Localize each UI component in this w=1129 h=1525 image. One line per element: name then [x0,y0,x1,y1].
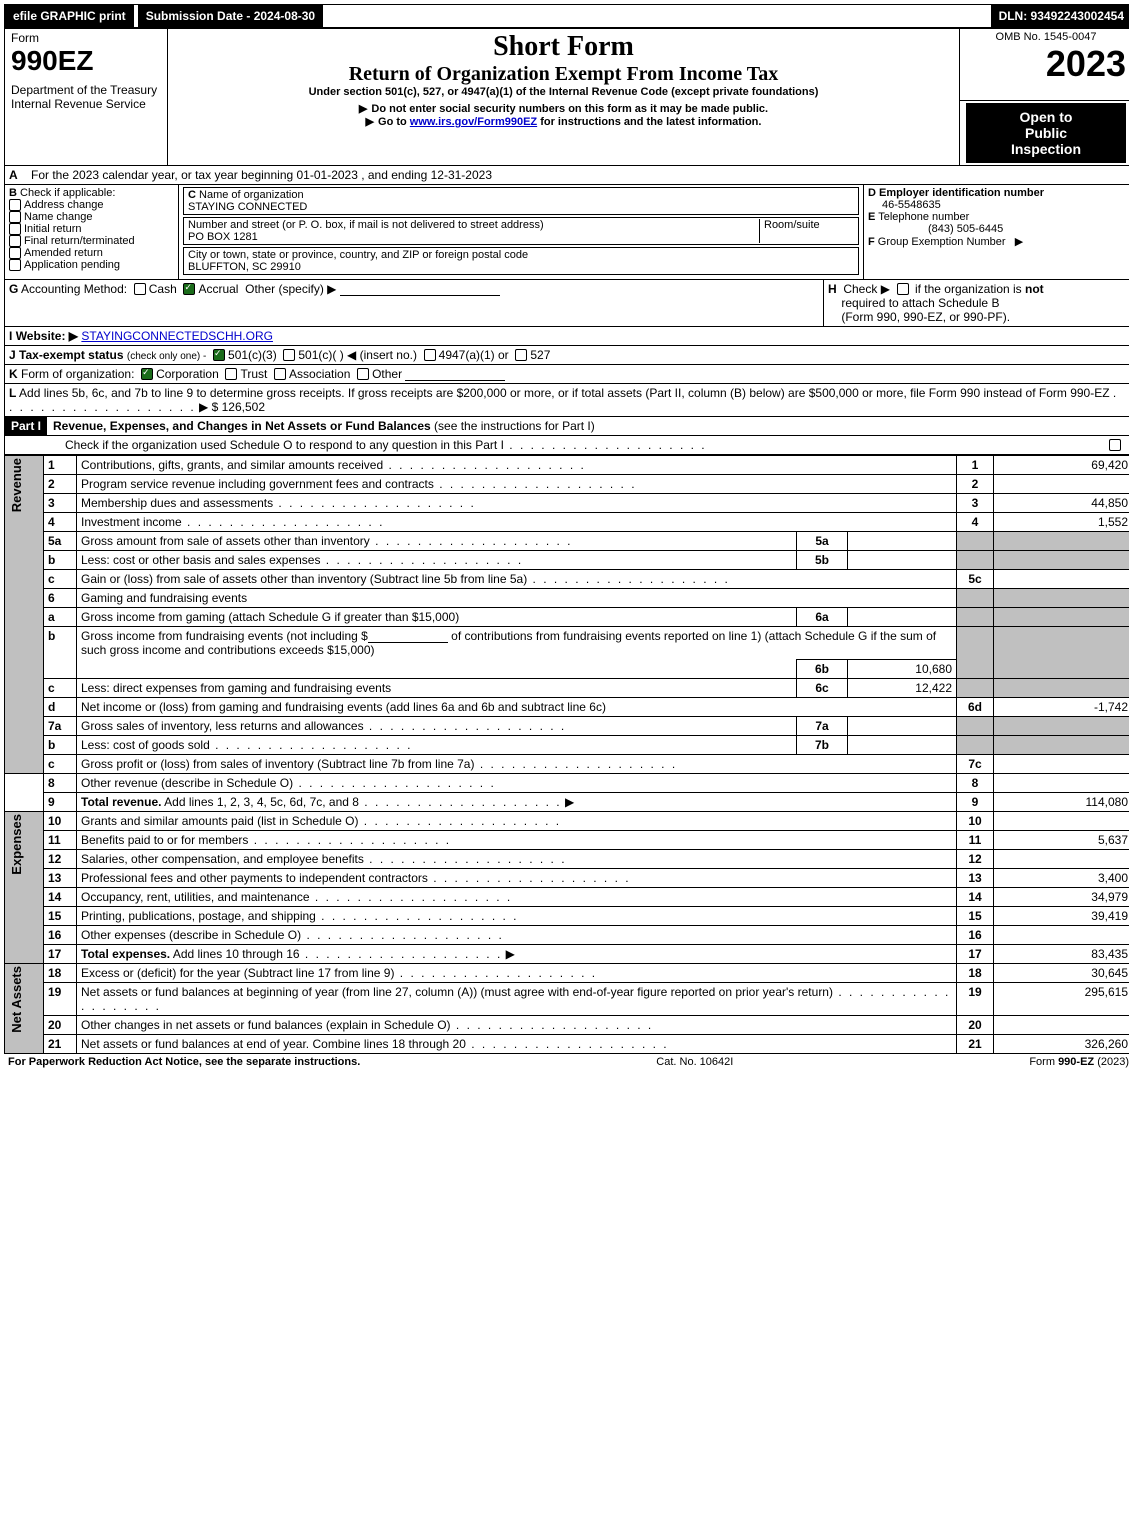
section-a-text: For the 2023 calendar year, or tax year … [27,166,496,184]
vlabel-revenue: Revenue [9,458,24,512]
checkbox-corporation[interactable] [141,368,153,380]
subtitle: Under section 501(c), 527, or 4947(a)(1)… [174,86,953,98]
ein-value: 46-5548635 [882,199,941,211]
checkbox-schedule-o-part1[interactable] [1109,439,1121,451]
org-name: STAYING CONNECTED [188,201,307,213]
open-to-public: Open to Public Inspection [966,103,1126,163]
line-20-amount [994,1015,1129,1034]
checkbox-application-pending[interactable] [9,259,21,271]
checkbox-4947[interactable] [424,349,436,361]
line-6b-amount: 10,680 [848,659,957,678]
checkbox-address-change[interactable] [9,199,21,211]
line-3-amount: 44,850 [994,493,1129,512]
line-6c-amount: 12,422 [848,678,957,697]
vlabel-net-assets: Net Assets [9,966,24,1033]
checkbox-501c[interactable] [283,349,295,361]
checkbox-other-org[interactable] [357,368,369,380]
footer-center: Cat. No. 10642I [656,1056,733,1068]
section-d-e-f: D Employer identification number 46-5548… [863,185,1129,279]
note-goto-pre: Go to [378,116,410,128]
checkbox-initial-return[interactable] [9,223,21,235]
section-b: B Check if applicable: Address change Na… [5,185,179,279]
checkbox-cash[interactable] [134,283,146,295]
website-link[interactable]: STAYINGCONNECTEDSCHH.ORG [81,329,273,343]
top-bar: efile GRAPHIC print Submission Date - 20… [4,4,1129,28]
line-9-amount: 114,080 [994,792,1129,811]
line-11-amount: 5,637 [994,830,1129,849]
section-l-text: Add lines 5b, 6c, and 7b to line 9 to de… [19,386,1110,400]
line-15-amount: 39,419 [994,906,1129,925]
line-1-amount: 69,420 [994,455,1129,474]
line-14-amount: 34,979 [994,887,1129,906]
vlabel-expenses: Expenses [9,814,24,875]
irs-label: Internal Revenue Service [11,97,161,111]
dept-label: Department of the Treasury [11,83,161,97]
dln-label: DLN: 93492243002454 [991,5,1129,27]
line-7a-amount [848,716,957,735]
org-city: BLUFFTON, SC 29910 [188,261,301,273]
phone-value: (843) 505-6445 [928,223,1003,235]
efile-label: efile GRAPHIC print [5,5,134,27]
irs-link[interactable]: www.irs.gov/Form990EZ [410,116,537,128]
line-12-amount [994,849,1129,868]
line-17-amount: 83,435 [994,944,1129,963]
part-1-table: Revenue 1 Contributions, gifts, grants, … [4,455,1129,1054]
omb-number: OMB No. 1545-0047 [966,31,1126,43]
line-13-amount: 3,400 [994,868,1129,887]
line-18-amount: 30,645 [994,963,1129,982]
section-c: C Name of organization STAYING CONNECTED… [179,185,863,279]
checkbox-association[interactable] [274,368,286,380]
line-16-amount [994,925,1129,944]
checkbox-name-change[interactable] [9,211,21,223]
submission-date: Submission Date - 2024-08-30 [138,5,323,27]
line-2-amount [994,474,1129,493]
form-header: Form 990EZ Department of the Treasury In… [4,28,1129,166]
line-10-amount [994,811,1129,830]
org-street: PO BOX 1281 [188,231,258,243]
checkbox-trust[interactable] [225,368,237,380]
room-suite-label: Room/suite [759,219,854,243]
checkbox-527[interactable] [515,349,527,361]
line-5c-amount [994,569,1129,588]
footer: For Paperwork Reduction Act Notice, see … [4,1054,1129,1070]
line-5a-amount [848,531,957,550]
line-19-amount: 295,615 [994,982,1129,1015]
part-1-label: Part I [5,417,47,435]
tax-year: 2023 [966,43,1126,85]
line-6a-amount [848,607,957,626]
form-number: 990EZ [11,45,161,77]
return-title: Return of Organization Exempt From Incom… [174,63,953,86]
checkbox-schedule-b[interactable] [897,283,909,295]
form-label: Form [11,31,161,45]
line-5b-amount [848,550,957,569]
line-6d-amount: -1,742 [994,697,1129,716]
line-7b-amount [848,735,957,754]
note-ssn: Do not enter social security numbers on … [371,103,768,115]
short-form-title: Short Form [174,31,953,63]
footer-left: For Paperwork Reduction Act Notice, see … [8,1056,360,1068]
line-21-amount: 326,260 [994,1034,1129,1053]
gross-receipts: $ 126,502 [212,400,265,414]
checkbox-accrual[interactable] [183,283,195,295]
line-7c-amount [994,754,1129,773]
line-4-amount: 1,552 [994,512,1129,531]
label-a: A [5,166,27,184]
checkbox-501c3[interactable] [213,349,225,361]
note-goto-post: for instructions and the latest informat… [537,116,761,128]
checkbox-amended-return[interactable] [9,247,21,259]
line-8-amount [994,773,1129,792]
checkbox-final-return[interactable] [9,235,21,247]
